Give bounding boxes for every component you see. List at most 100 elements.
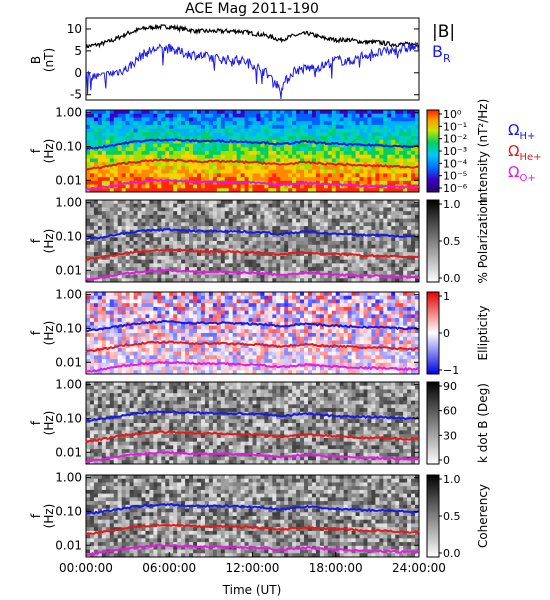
spectrogram-cell xyxy=(371,259,376,264)
spectrogram-cell xyxy=(93,180,99,185)
field-ytick-label: 10 xyxy=(67,22,82,36)
spectrogram-cell xyxy=(308,124,313,130)
spectrogram-cell xyxy=(121,136,127,141)
spectrogram-cell xyxy=(109,267,115,272)
spectrogram-cell xyxy=(284,340,289,345)
spectrogram-cell xyxy=(292,151,297,156)
spectrogram-cell xyxy=(319,229,325,234)
spectrogram-cell xyxy=(117,136,123,141)
spectrogram-cell xyxy=(240,299,245,304)
spectrogram-cell xyxy=(220,370,226,375)
spectrogram-cell xyxy=(181,359,186,364)
spectrogram-cell xyxy=(391,154,396,159)
spectrogram-cell xyxy=(391,237,396,242)
spectrogram-cell xyxy=(185,200,190,205)
spectrogram-cell xyxy=(304,263,309,268)
spectrogram-cell xyxy=(407,117,412,122)
spectrogram-cell xyxy=(232,252,238,257)
spectrogram-cell xyxy=(244,259,249,264)
spectrogram-cell xyxy=(153,314,158,319)
spectrogram-cell xyxy=(153,329,158,334)
spectrogram-cell xyxy=(169,270,174,275)
spectrogram-cell xyxy=(117,347,123,353)
spectrogram-cell xyxy=(105,318,111,323)
spectrogram-cell xyxy=(371,218,376,223)
spectrogram-cell xyxy=(165,165,170,171)
spectrogram-cell xyxy=(351,259,356,264)
spectrogram-cell xyxy=(121,211,127,216)
spectrogram-cell xyxy=(93,270,99,275)
spectrogram-cell xyxy=(411,267,416,272)
spectrogram-cell xyxy=(93,299,99,304)
spectrogram-cell xyxy=(173,162,178,167)
spectrogram-cell xyxy=(173,263,178,268)
spectrogram-cell xyxy=(252,222,257,227)
spectrogram-cell xyxy=(86,241,91,246)
spectrogram-cell xyxy=(407,180,412,185)
spectrogram-cell xyxy=(232,244,238,249)
spectrogram-cell xyxy=(355,203,360,208)
spectrogram-cell xyxy=(280,299,285,304)
spectrogram-cell xyxy=(347,110,352,115)
spectrogram-cell xyxy=(157,173,162,178)
spectrogram-cell xyxy=(284,233,289,238)
spectrogram-cell xyxy=(260,151,265,156)
spectrogram-cell xyxy=(387,110,392,115)
spectrogram-cell xyxy=(228,366,234,371)
spectrogram-cell xyxy=(403,211,408,216)
spectrogram-cell xyxy=(204,274,210,279)
spectrogram-cell xyxy=(216,151,222,156)
spectrogram-cell xyxy=(244,336,249,341)
spectrogram-cell xyxy=(256,255,261,261)
spectrogram-cell xyxy=(101,340,107,345)
spectrogram-cell xyxy=(208,259,214,264)
spectrogram-cell xyxy=(327,237,333,242)
spectrogram-cell xyxy=(300,336,305,341)
spectrogram-cell xyxy=(363,218,368,223)
spectrogram-cell xyxy=(105,151,111,156)
spectrogram-cell xyxy=(264,351,269,356)
spectrogram-cell xyxy=(331,154,337,159)
spectrogram-cell xyxy=(379,203,384,208)
spectrogram-cell xyxy=(244,299,249,304)
spectrogram-cell xyxy=(145,263,150,268)
spectrogram-cell xyxy=(93,244,99,249)
spectrogram-cell xyxy=(125,370,130,375)
spectrogram-cell xyxy=(252,233,257,238)
spectrogram-cell xyxy=(280,314,285,319)
spectrogram-cell xyxy=(177,244,182,249)
spectrogram-cell xyxy=(193,143,198,148)
spectrogram-cell xyxy=(355,241,360,246)
spectrogram-cell xyxy=(185,151,190,156)
spectrogram-cell xyxy=(232,340,238,345)
spectrogram-cell xyxy=(244,244,249,249)
spectrogram-cell xyxy=(113,259,119,264)
spectrogram-cell xyxy=(212,351,218,356)
spectrogram-cell xyxy=(236,344,241,349)
spectrogram-cell xyxy=(173,207,178,212)
spectrogram-cell xyxy=(149,110,154,115)
spectrogram-cell xyxy=(284,278,289,283)
spectrogram-cell xyxy=(268,226,273,231)
spectrogram-cell xyxy=(117,203,123,208)
spectrogram-cell xyxy=(197,158,202,163)
spectrogram-cell xyxy=(208,351,214,356)
spectrogram-cell xyxy=(185,177,190,182)
spectrogram-cell xyxy=(173,169,178,174)
spectrogram-cell xyxy=(197,124,202,130)
spectrogram-cell xyxy=(327,207,333,212)
spectrogram-cell xyxy=(272,333,277,338)
spectrogram-cell xyxy=(212,207,218,212)
spectrogram-cell xyxy=(319,233,325,238)
spectrogram-cell xyxy=(93,329,99,334)
spectrogram-cell xyxy=(93,295,99,300)
spectrogram-cell xyxy=(272,177,277,182)
spectrogram-cell xyxy=(189,292,194,297)
spectrogram-cell xyxy=(415,151,420,156)
spectrogram-cell xyxy=(97,136,103,141)
spectrogram-cell xyxy=(129,226,134,231)
spectrogram-cell xyxy=(284,244,289,249)
spectrogram-cell xyxy=(232,303,238,308)
spectrogram-cell xyxy=(113,295,119,300)
spectrogram-cell xyxy=(93,359,99,364)
